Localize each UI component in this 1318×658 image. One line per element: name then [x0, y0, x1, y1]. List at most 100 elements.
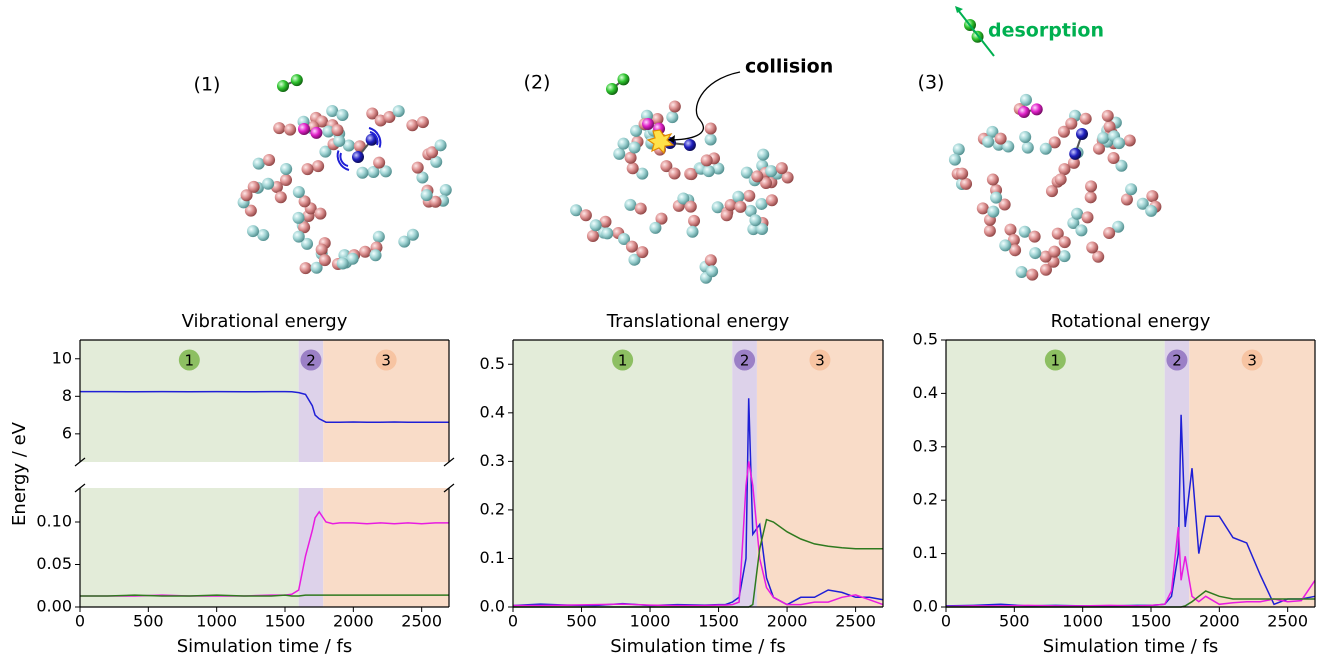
atom: [1039, 250, 1052, 263]
y-tick-label: 0.4: [913, 383, 938, 402]
atom: [1115, 159, 1128, 172]
atom: [649, 221, 662, 234]
atom: [1018, 225, 1031, 238]
x-axis-label: Simulation time / fs: [610, 636, 786, 657]
panel-label: (3): [918, 72, 945, 94]
atom: [1112, 220, 1125, 233]
atom: [280, 163, 293, 176]
y-tick-label: 0.1: [480, 548, 505, 567]
atom: [712, 162, 725, 175]
atom: [757, 148, 770, 161]
atom: [257, 229, 270, 242]
atom: [1092, 250, 1105, 263]
vibration-wave: [336, 150, 350, 171]
phase-label: 1: [185, 352, 195, 370]
phase-badge: [375, 349, 397, 371]
axis-break: [74, 457, 86, 467]
atom: [1103, 227, 1116, 240]
atom: [999, 239, 1012, 252]
atom: [1018, 106, 1030, 118]
atom: [613, 147, 626, 160]
y-tick-label: 0.3: [913, 436, 938, 455]
series-line: [80, 390, 449, 423]
atom: [359, 245, 372, 258]
arrow-head: [955, 6, 963, 13]
atom: [775, 162, 788, 175]
atom: [1123, 134, 1136, 147]
y-tick-label: 0.10: [36, 512, 72, 531]
collision-arrow: [667, 71, 741, 141]
atom: [1092, 142, 1105, 155]
atom: [948, 153, 961, 166]
atom: [406, 228, 419, 241]
atom: [625, 240, 638, 253]
atom: [685, 168, 698, 181]
atom: [314, 207, 327, 220]
atom: [760, 177, 773, 190]
atom: [1054, 173, 1067, 186]
atom: [299, 262, 312, 275]
y-tick-label: 0.00: [36, 597, 72, 616]
y-axis-label: Energy / eV: [9, 421, 30, 526]
atom: [1030, 103, 1043, 116]
atom: [624, 198, 637, 211]
atom: [677, 192, 690, 205]
atom: [1051, 227, 1064, 240]
atom: [277, 80, 289, 92]
atom: [1028, 230, 1041, 243]
atom: [704, 254, 717, 267]
phase-label: 1: [618, 352, 628, 370]
atom: [1120, 193, 1133, 206]
y-tick-label: 0.1: [913, 543, 938, 562]
atom: [624, 151, 637, 164]
atom: [383, 111, 396, 124]
phase-label: 2: [306, 352, 316, 370]
y-tick-label: 0.5: [480, 354, 505, 373]
atom: [990, 191, 1003, 204]
atom: [322, 125, 335, 138]
atom: [284, 123, 297, 136]
atom: [1015, 266, 1028, 279]
phase-band: [1164, 340, 1190, 607]
y-tick-label: 8: [62, 386, 72, 405]
atom: [373, 156, 386, 169]
atom: [1039, 263, 1052, 276]
atom: [252, 157, 265, 170]
atom: [367, 165, 380, 178]
x-tick-label: 500: [566, 612, 597, 631]
atom: [333, 135, 346, 148]
x-tick-label: 500: [133, 612, 164, 631]
atom: [998, 198, 1011, 211]
vibration-wave: [368, 127, 382, 148]
atom: [292, 186, 305, 199]
atom: [636, 167, 649, 180]
atom: [1002, 140, 1015, 153]
atom: [292, 230, 305, 243]
phase-badge: [1044, 349, 1066, 371]
atom: [734, 200, 747, 213]
atom: [976, 202, 989, 215]
atom: [1021, 141, 1034, 154]
atom: [706, 265, 719, 278]
axis-break: [443, 483, 455, 493]
atom: [1101, 109, 1114, 122]
x-tick-label: 1500: [698, 612, 739, 631]
atom: [668, 167, 681, 180]
atom: [617, 137, 630, 150]
atom: [315, 243, 328, 256]
atom: [298, 123, 310, 135]
atom: [273, 122, 286, 135]
atom: [606, 83, 618, 95]
atom: [655, 212, 668, 225]
x-axis-label: Simulation time / fs: [177, 636, 353, 657]
atom: [392, 105, 405, 118]
x-tick-label: 0: [75, 612, 85, 631]
y-tick-label: 0.2: [480, 499, 505, 518]
atom: [732, 190, 745, 203]
atom: [1071, 207, 1084, 220]
atom: [668, 100, 681, 113]
x-tick-label: 0: [941, 612, 951, 631]
atom: [628, 253, 641, 266]
atom: [416, 171, 429, 184]
